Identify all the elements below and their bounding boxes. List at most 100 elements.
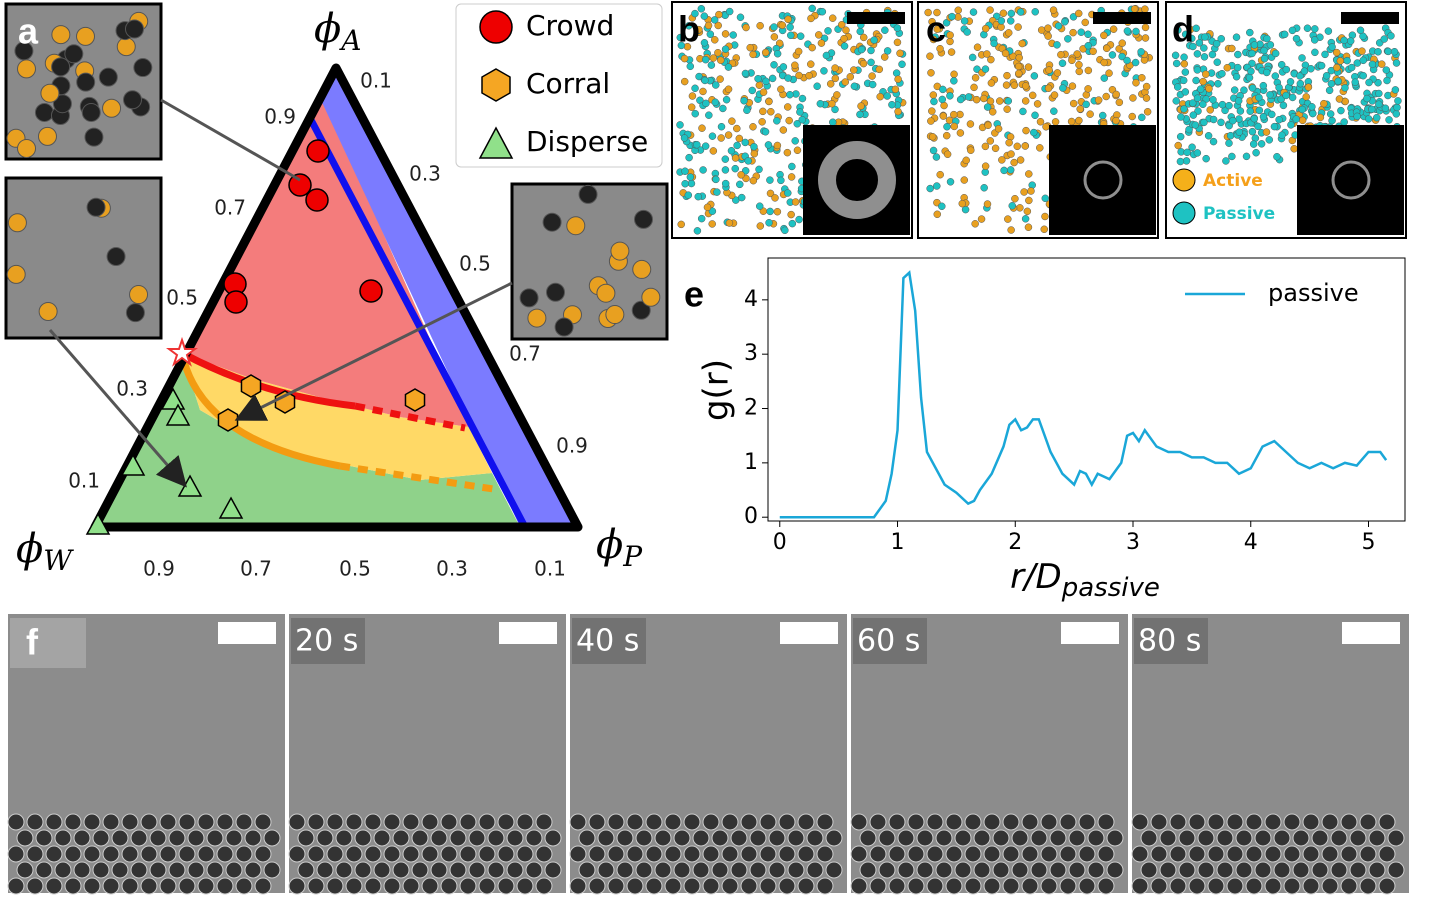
particle <box>1379 846 1395 862</box>
particle <box>1378 61 1385 68</box>
particle <box>1308 103 1315 110</box>
fft-inset <box>1049 125 1156 235</box>
particle <box>860 862 876 878</box>
particle <box>1225 140 1232 147</box>
particle <box>1160 830 1176 846</box>
particle <box>17 60 35 78</box>
particle <box>934 211 941 218</box>
particle <box>441 878 457 894</box>
particle <box>1022 846 1038 862</box>
particle <box>1041 846 1057 862</box>
particle <box>579 185 597 203</box>
particle <box>150 862 166 878</box>
particle <box>1246 846 1262 862</box>
particle <box>570 878 586 894</box>
y-tick-label: 2 <box>744 396 758 421</box>
particle <box>699 88 706 95</box>
particle <box>1228 45 1235 52</box>
particle <box>1284 878 1300 894</box>
particle <box>1012 830 1028 846</box>
particle <box>760 814 776 830</box>
particle <box>1258 140 1265 147</box>
particle <box>1179 830 1195 846</box>
particle <box>1041 226 1048 233</box>
particle <box>18 139 36 157</box>
particle <box>1358 48 1365 55</box>
particle <box>479 846 495 862</box>
particle <box>1224 64 1231 71</box>
particle <box>695 193 702 200</box>
particle <box>889 814 905 830</box>
particle <box>750 51 757 58</box>
particle <box>725 132 732 139</box>
particle <box>946 92 953 99</box>
particle <box>1297 80 1304 87</box>
particle <box>528 309 546 327</box>
particle <box>46 878 62 894</box>
particle <box>791 62 798 69</box>
particle <box>762 49 769 56</box>
particle <box>1322 51 1329 58</box>
particle <box>817 100 824 107</box>
particle <box>1112 117 1119 124</box>
particle <box>1255 123 1262 130</box>
legend-label: Corral <box>526 67 610 100</box>
particle <box>777 177 784 184</box>
particle <box>84 814 100 830</box>
particle <box>692 85 699 92</box>
particle <box>743 107 750 114</box>
particle <box>1142 35 1149 42</box>
particle <box>719 105 726 112</box>
particle <box>336 830 352 846</box>
particle <box>393 830 409 846</box>
particle <box>832 65 839 72</box>
particle <box>789 220 796 227</box>
particle <box>788 830 804 846</box>
particle <box>860 34 867 41</box>
particle <box>1132 878 1148 894</box>
particle <box>701 39 708 46</box>
particle <box>806 72 813 79</box>
particle <box>1379 814 1395 830</box>
particle <box>1274 862 1290 878</box>
particle <box>1201 34 1208 41</box>
particle <box>700 166 707 173</box>
particle <box>52 26 70 44</box>
particle <box>765 141 772 148</box>
particle <box>1284 846 1300 862</box>
particle <box>1341 878 1357 894</box>
particle <box>897 50 904 57</box>
particle <box>1083 101 1090 108</box>
particle <box>733 125 740 132</box>
particle <box>1008 227 1015 234</box>
particle <box>1042 195 1049 202</box>
scale-bar <box>1061 622 1119 644</box>
particle <box>264 862 280 878</box>
particle <box>55 830 71 846</box>
particle <box>1031 830 1047 846</box>
particle <box>198 878 214 894</box>
particle <box>868 59 875 66</box>
particle <box>65 878 81 894</box>
particle <box>55 862 71 878</box>
particle <box>725 86 732 93</box>
particle <box>779 846 795 862</box>
panel-label: b <box>678 9 700 50</box>
particle <box>731 862 747 878</box>
particle <box>712 99 719 106</box>
particle <box>794 147 801 154</box>
particle <box>792 137 799 144</box>
particle <box>711 36 718 43</box>
legend-label: Disperse <box>526 125 648 158</box>
tick-label: 0.3 <box>116 377 148 401</box>
particle <box>498 878 514 894</box>
particle <box>346 878 362 894</box>
particle <box>488 862 504 878</box>
particle <box>498 846 514 862</box>
particle <box>1182 69 1189 76</box>
particle <box>755 75 762 82</box>
particle <box>741 846 757 862</box>
particle <box>1124 27 1131 34</box>
particle <box>308 814 324 830</box>
particle <box>1142 24 1149 31</box>
